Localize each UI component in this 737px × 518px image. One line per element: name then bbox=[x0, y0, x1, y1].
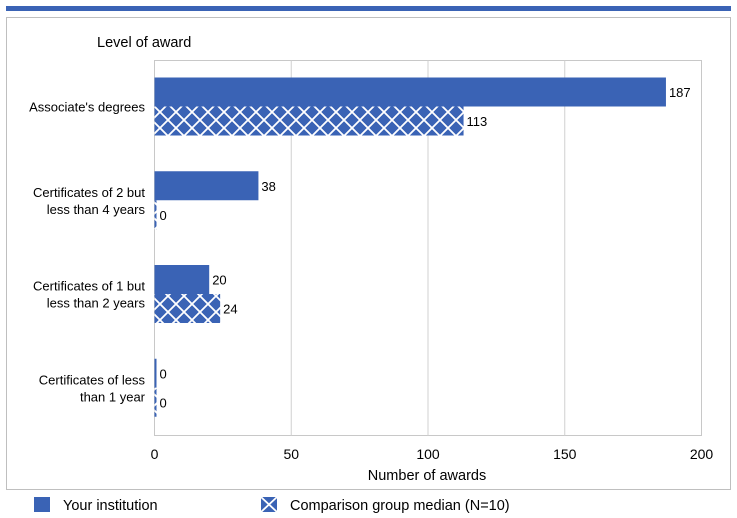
bar-comparison-group-median-n-10-associate-s-degrees bbox=[154, 106, 464, 136]
bar-comparison-group-median-n-10-certificates-of-2-but-less-than-4-years bbox=[154, 200, 157, 230]
category-labels: Associate's degrees Certificates of 2 but… bbox=[29, 100, 146, 405]
category-label-3-line-1: than 1 year bbox=[80, 389, 146, 404]
data-labels: 187 113 38 0 20 24 0 0 bbox=[160, 85, 691, 410]
bar-your-institution-certificates-of-2-but-less-than-4-years bbox=[154, 171, 259, 201]
legend-label-your-institution: Your institution bbox=[63, 498, 158, 514]
bar-comparison-group-median-n-10-certificates-of-less-than-1-year bbox=[154, 387, 157, 417]
legend-label-comparison-median: Comparison group median (N=10) bbox=[290, 498, 510, 514]
x-tick-label-200: 200 bbox=[690, 446, 714, 462]
bar-your-institution-certificates-of-less-than-1-year bbox=[154, 358, 157, 388]
category-label-2-line-0: Certificates of 1 but bbox=[33, 279, 145, 294]
bar-your-institution-associate-s-degrees bbox=[154, 77, 666, 107]
legend-crosshatch-mark bbox=[260, 496, 278, 513]
x-tick-label-150: 150 bbox=[553, 446, 577, 462]
legend-swatch-your-institution bbox=[34, 497, 50, 512]
data-label-your-institution-0: 187 bbox=[669, 85, 691, 100]
x-tick-labels: 0 50 100 150 200 bbox=[151, 446, 714, 462]
category-label-1-line-0: Certificates of 2 but bbox=[33, 185, 145, 200]
data-label-your-institution-2: 20 bbox=[212, 273, 226, 288]
category-label-3-line-0: Certificates of less bbox=[39, 372, 146, 387]
data-label-your-institution-1: 38 bbox=[261, 179, 275, 194]
x-axis-title: Number of awards bbox=[368, 468, 486, 484]
category-label-1-line-1: less than 4 years bbox=[47, 202, 146, 217]
top-accent-rule bbox=[6, 6, 731, 11]
legend: Your institution Comparison group median… bbox=[34, 496, 510, 514]
y-axis-title: Level of award bbox=[97, 35, 191, 51]
data-label-comparison-group-median-n-10-2: 24 bbox=[223, 302, 237, 317]
bars bbox=[154, 77, 666, 417]
data-label-comparison-group-median-n-10-3: 0 bbox=[160, 395, 167, 410]
data-label-your-institution-3: 0 bbox=[160, 366, 167, 381]
category-label-0-line-0: Associate's degrees bbox=[29, 100, 145, 115]
x-tick-label-100: 100 bbox=[416, 446, 440, 462]
bar-comparison-group-median-n-10-certificates-of-1-but-less-than-2-years bbox=[154, 294, 221, 323]
x-tick-label-0: 0 bbox=[151, 446, 159, 462]
data-label-comparison-group-median-n-10-1: 0 bbox=[160, 208, 167, 223]
bar-your-institution-certificates-of-1-but-less-than-2-years bbox=[154, 265, 210, 294]
category-label-2-line-1: less than 2 years bbox=[47, 296, 146, 311]
x-tick-label-50: 50 bbox=[283, 446, 299, 462]
data-label-comparison-group-median-n-10-0: 113 bbox=[467, 114, 488, 129]
